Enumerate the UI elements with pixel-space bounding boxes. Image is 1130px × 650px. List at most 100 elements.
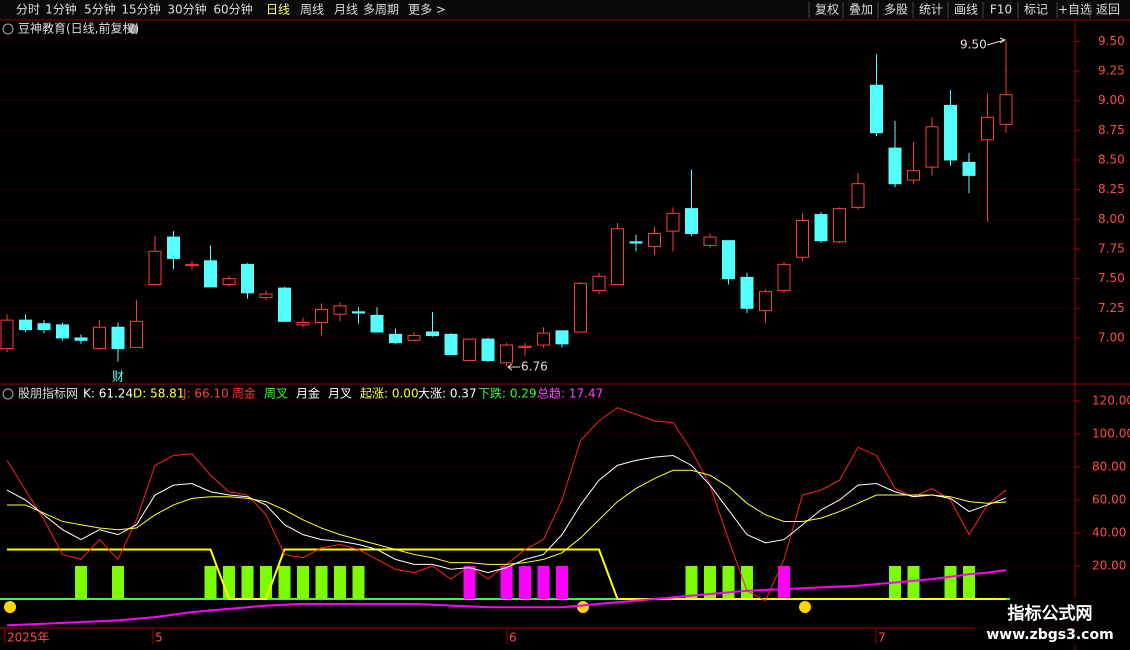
candle-body: [259, 293, 273, 299]
candle-body: [907, 170, 920, 181]
toolbar-item[interactable]: F10: [990, 3, 1012, 17]
legend-entry: 下跌: 0.29: [478, 386, 537, 401]
toolbar-item[interactable]: 多周期: [363, 3, 399, 17]
bar: [519, 565, 531, 599]
legend-entry: 周金: [232, 386, 256, 401]
annotation: 9.50: [960, 38, 987, 52]
y-tick-label: 20.00: [1092, 558, 1126, 572]
line: [7, 548, 1006, 600]
candle-body: [241, 263, 254, 294]
legend-entry: 起涨: 0.00: [360, 386, 419, 401]
legend-entry: 月叉: [328, 387, 352, 401]
line: [6, 569, 1007, 627]
annotation-arrow: [986, 37, 1007, 46]
candle-body: [278, 287, 291, 322]
bar: [75, 565, 87, 599]
candle-body: [703, 236, 717, 246]
toolbar-item[interactable]: 叠加: [849, 3, 873, 17]
candle-body: [167, 236, 180, 259]
candle-body: [759, 291, 772, 312]
toolbar-item[interactable]: 复权: [815, 3, 839, 17]
bar: [112, 565, 124, 599]
candle-body: [999, 94, 1013, 125]
bar: [722, 565, 735, 599]
bar: [741, 565, 753, 599]
candle-body: [962, 161, 976, 176]
y-tick-label: 8.25: [1098, 182, 1125, 196]
toolbar-item[interactable]: 5分钟: [84, 2, 116, 17]
bar: [297, 565, 309, 599]
watermark-title: 指标公式网: [1008, 603, 1093, 624]
toolbar-item[interactable]: 60分钟: [213, 2, 252, 17]
candle-body: [185, 263, 199, 267]
bar: [704, 565, 716, 599]
candle-body: [74, 337, 88, 341]
candle-body: [555, 330, 569, 345]
x-tick-label: 7: [878, 631, 886, 645]
watermark-url: www.zbgs3.com: [986, 627, 1113, 643]
candle-body: [352, 311, 365, 314]
toolbar-item[interactable]: 分时: [16, 3, 40, 17]
legend-entry: K: 61.24: [83, 387, 133, 401]
candle-body: [740, 276, 754, 309]
bar: [334, 565, 346, 599]
toolbar-item[interactable]: 月线: [334, 3, 358, 17]
toolbar-item[interactable]: 15分钟: [121, 2, 160, 17]
candle-body: [481, 338, 495, 361]
candle-body: [944, 104, 957, 161]
toolbar-item[interactable]: 多股: [884, 3, 908, 17]
y-tick-label: 120.00: [1092, 394, 1130, 408]
smiley: [577, 601, 589, 613]
toolbar-item[interactable]: 周线: [300, 3, 324, 17]
indicator-title: 股朋指标网: [18, 386, 78, 401]
legend-entry: 周叉: [264, 387, 288, 401]
toolbar-item[interactable]: 统计: [919, 3, 943, 17]
bar: [778, 565, 790, 599]
y-tick-label: 40.00: [1092, 525, 1126, 539]
candle-body: [574, 282, 587, 333]
candle-body: [204, 260, 217, 288]
legend-entry: 月金: [296, 386, 320, 401]
x-tick-label: 6: [509, 631, 517, 645]
dropdown-icon[interactable]: [128, 24, 138, 34]
toolbar-item[interactable]: +自选: [1058, 3, 1092, 17]
y-tick-label: 9.25: [1098, 64, 1125, 78]
chart-title: 豆神教育(日线,前复权): [18, 21, 139, 36]
x-tick-label: 2025年: [7, 631, 50, 645]
y-tick-label: 60.00: [1092, 493, 1126, 507]
candle-body: [130, 320, 143, 348]
toolbar-item[interactable]: 返回: [1096, 3, 1120, 17]
candle-body: [333, 305, 347, 315]
y-tick-label: 8.75: [1098, 123, 1125, 137]
candle-body: [93, 326, 106, 350]
icon[interactable]: [2, 388, 14, 400]
candle-body: [796, 219, 809, 258]
candle-body: [426, 331, 439, 337]
candle-body: [56, 324, 69, 339]
candle-body: [111, 326, 125, 350]
y-tick-label: 100.00: [1092, 427, 1130, 441]
y-tick-label: 9.00: [1098, 93, 1125, 107]
candle-body: [537, 332, 550, 346]
icon[interactable]: [2, 23, 14, 35]
bar: [241, 565, 254, 599]
y-tick-label: 7.50: [1098, 271, 1125, 285]
toolbar-item[interactable]: 更多 >: [408, 3, 446, 17]
smiley: [4, 601, 16, 613]
candle-body: [148, 250, 162, 286]
toolbar-item[interactable]: 标记: [1024, 3, 1048, 17]
toolbar-item[interactable]: 日线: [266, 3, 290, 17]
candle-body: [370, 314, 384, 333]
candle-body: [296, 322, 310, 326]
toolbar-item[interactable]: 画线: [954, 3, 978, 17]
candle-body: [722, 240, 735, 280]
toolbar-item[interactable]: 1分钟: [45, 2, 77, 17]
annotation: 财: [112, 370, 124, 384]
bar: [204, 565, 217, 599]
toolbar-item[interactable]: 30分钟: [167, 2, 206, 17]
legend-entry: D: 58.81: [133, 387, 184, 401]
legend-entry: 总趋: 17.47: [537, 387, 603, 401]
bar: [463, 565, 476, 599]
candle-body: [925, 126, 939, 168]
